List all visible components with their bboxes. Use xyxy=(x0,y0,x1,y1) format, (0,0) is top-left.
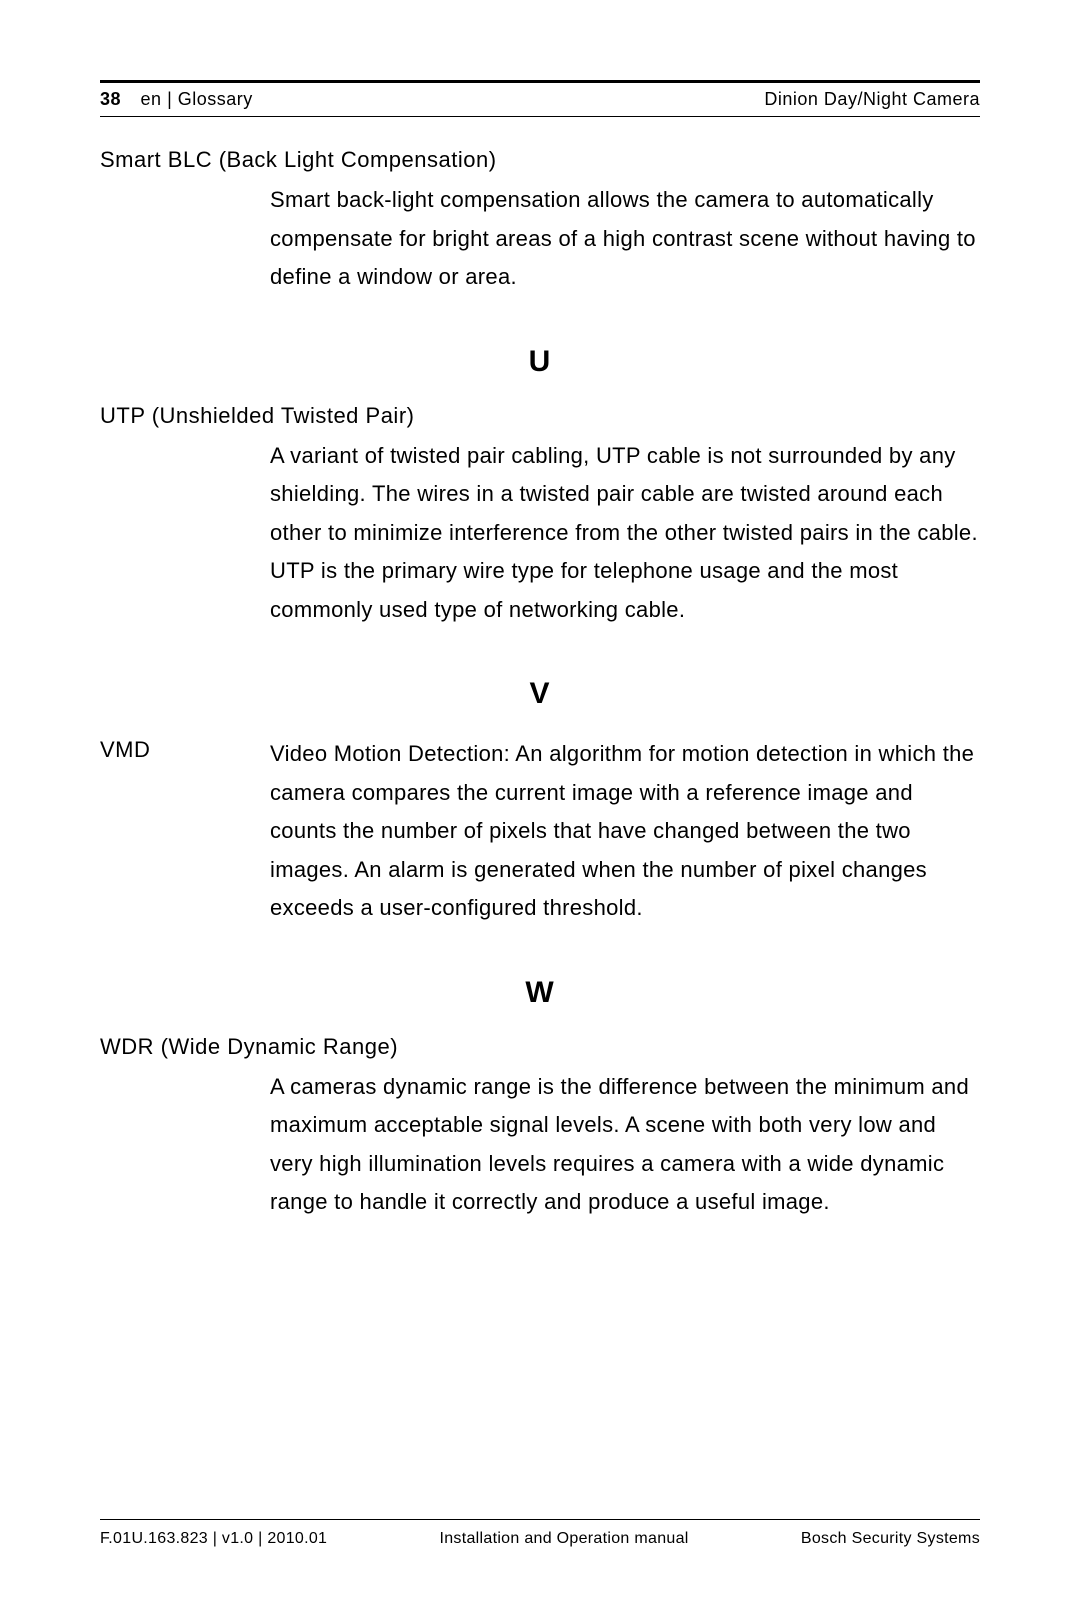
footer-left: F.01U.163.823 | v1.0 | 2010.01 xyxy=(100,1530,327,1548)
section-letter: U xyxy=(100,345,980,379)
glossary-content: Smart BLC (Back Light Compensation) Smart… xyxy=(100,147,980,1222)
glossary-definition: A variant of twisted pair cabling, UTP c… xyxy=(270,437,980,630)
glossary-definition: Video Motion Detection: An algorithm for… xyxy=(270,735,980,928)
page-header: 38 en | Glossary Dinion Day/Night Camera xyxy=(100,80,980,117)
section-letter: W xyxy=(100,976,980,1010)
section-letter: V xyxy=(100,677,980,711)
page-number: 38 xyxy=(100,89,121,109)
footer-right: Bosch Security Systems xyxy=(801,1530,980,1548)
glossary-term: VMD xyxy=(100,735,270,763)
header-left: 38 en | Glossary xyxy=(100,89,253,110)
glossary-term: WDR (Wide Dynamic Range) xyxy=(100,1034,980,1060)
footer-center: Installation and Operation manual xyxy=(439,1530,688,1548)
glossary-definition: Smart back-light compensation allows the… xyxy=(270,181,980,297)
header-section: en | Glossary xyxy=(141,89,253,109)
glossary-term: Smart BLC (Back Light Compensation) xyxy=(100,147,980,173)
page-footer: F.01U.163.823 | v1.0 | 2010.01 Installat… xyxy=(100,1519,980,1548)
header-product: Dinion Day/Night Camera xyxy=(764,89,980,110)
glossary-definition: A cameras dynamic range is the differenc… xyxy=(270,1068,980,1222)
glossary-term: UTP (Unshielded Twisted Pair) xyxy=(100,403,980,429)
